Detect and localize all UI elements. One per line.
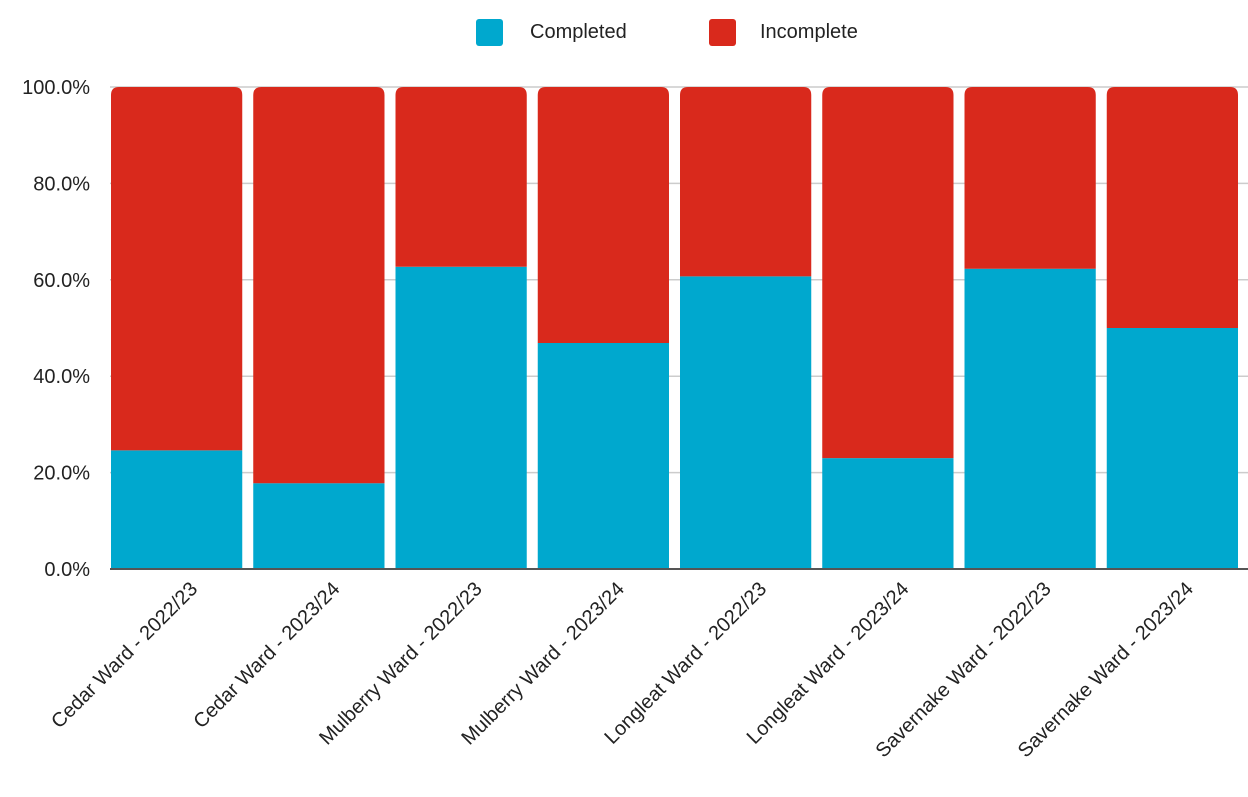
bar-segment-incomplete[interactable] bbox=[253, 87, 385, 484]
x-category-label: Cedar Ward - 2023/24 bbox=[189, 578, 344, 733]
y-tick-label: 40.0% bbox=[33, 366, 90, 388]
x-category-label: Longleat Ward - 2023/24 bbox=[743, 578, 914, 749]
legend-swatch-incomplete[interactable] bbox=[709, 19, 736, 46]
bar-segment-completed[interactable] bbox=[537, 342, 669, 569]
y-tick-label: 60.0% bbox=[33, 270, 90, 292]
bar-segment-incomplete[interactable] bbox=[1106, 87, 1238, 328]
x-category-label: Longleat Ward - 2022/23 bbox=[600, 578, 771, 749]
bar-segment-completed[interactable] bbox=[680, 276, 812, 569]
legend-swatch-completed[interactable] bbox=[476, 19, 503, 46]
bar-segment-incomplete[interactable] bbox=[680, 87, 812, 277]
bar-segment-completed[interactable] bbox=[395, 266, 527, 569]
bar-segment-completed[interactable] bbox=[111, 450, 243, 569]
bar-segment-completed[interactable] bbox=[964, 268, 1096, 569]
legend: Completed Incomplete bbox=[476, 19, 858, 46]
legend-label-completed[interactable]: Completed bbox=[530, 21, 627, 43]
bars bbox=[111, 87, 1238, 569]
x-category-label: Mulberry Ward - 2022/23 bbox=[315, 578, 486, 749]
bar-segment-incomplete[interactable] bbox=[395, 87, 527, 267]
x-category-label: Cedar Ward - 2022/23 bbox=[47, 578, 202, 733]
y-tick-label: 20.0% bbox=[33, 463, 90, 485]
bar-segment-incomplete[interactable] bbox=[111, 87, 243, 451]
bar-segment-incomplete[interactable] bbox=[822, 87, 954, 459]
bar-segment-completed[interactable] bbox=[253, 483, 385, 569]
bar-segment-incomplete[interactable] bbox=[964, 87, 1096, 269]
bar-segment-completed[interactable] bbox=[1106, 328, 1238, 569]
y-tick-label: 0.0% bbox=[44, 559, 90, 581]
bar-segment-incomplete[interactable] bbox=[537, 87, 669, 343]
y-tick-label: 100.0% bbox=[22, 77, 90, 99]
bar-segment-completed[interactable] bbox=[822, 458, 954, 569]
y-tick-label: 80.0% bbox=[33, 173, 90, 195]
legend-label-incomplete[interactable]: Incomplete bbox=[760, 21, 858, 43]
x-category-label: Mulberry Ward - 2023/24 bbox=[457, 578, 628, 749]
